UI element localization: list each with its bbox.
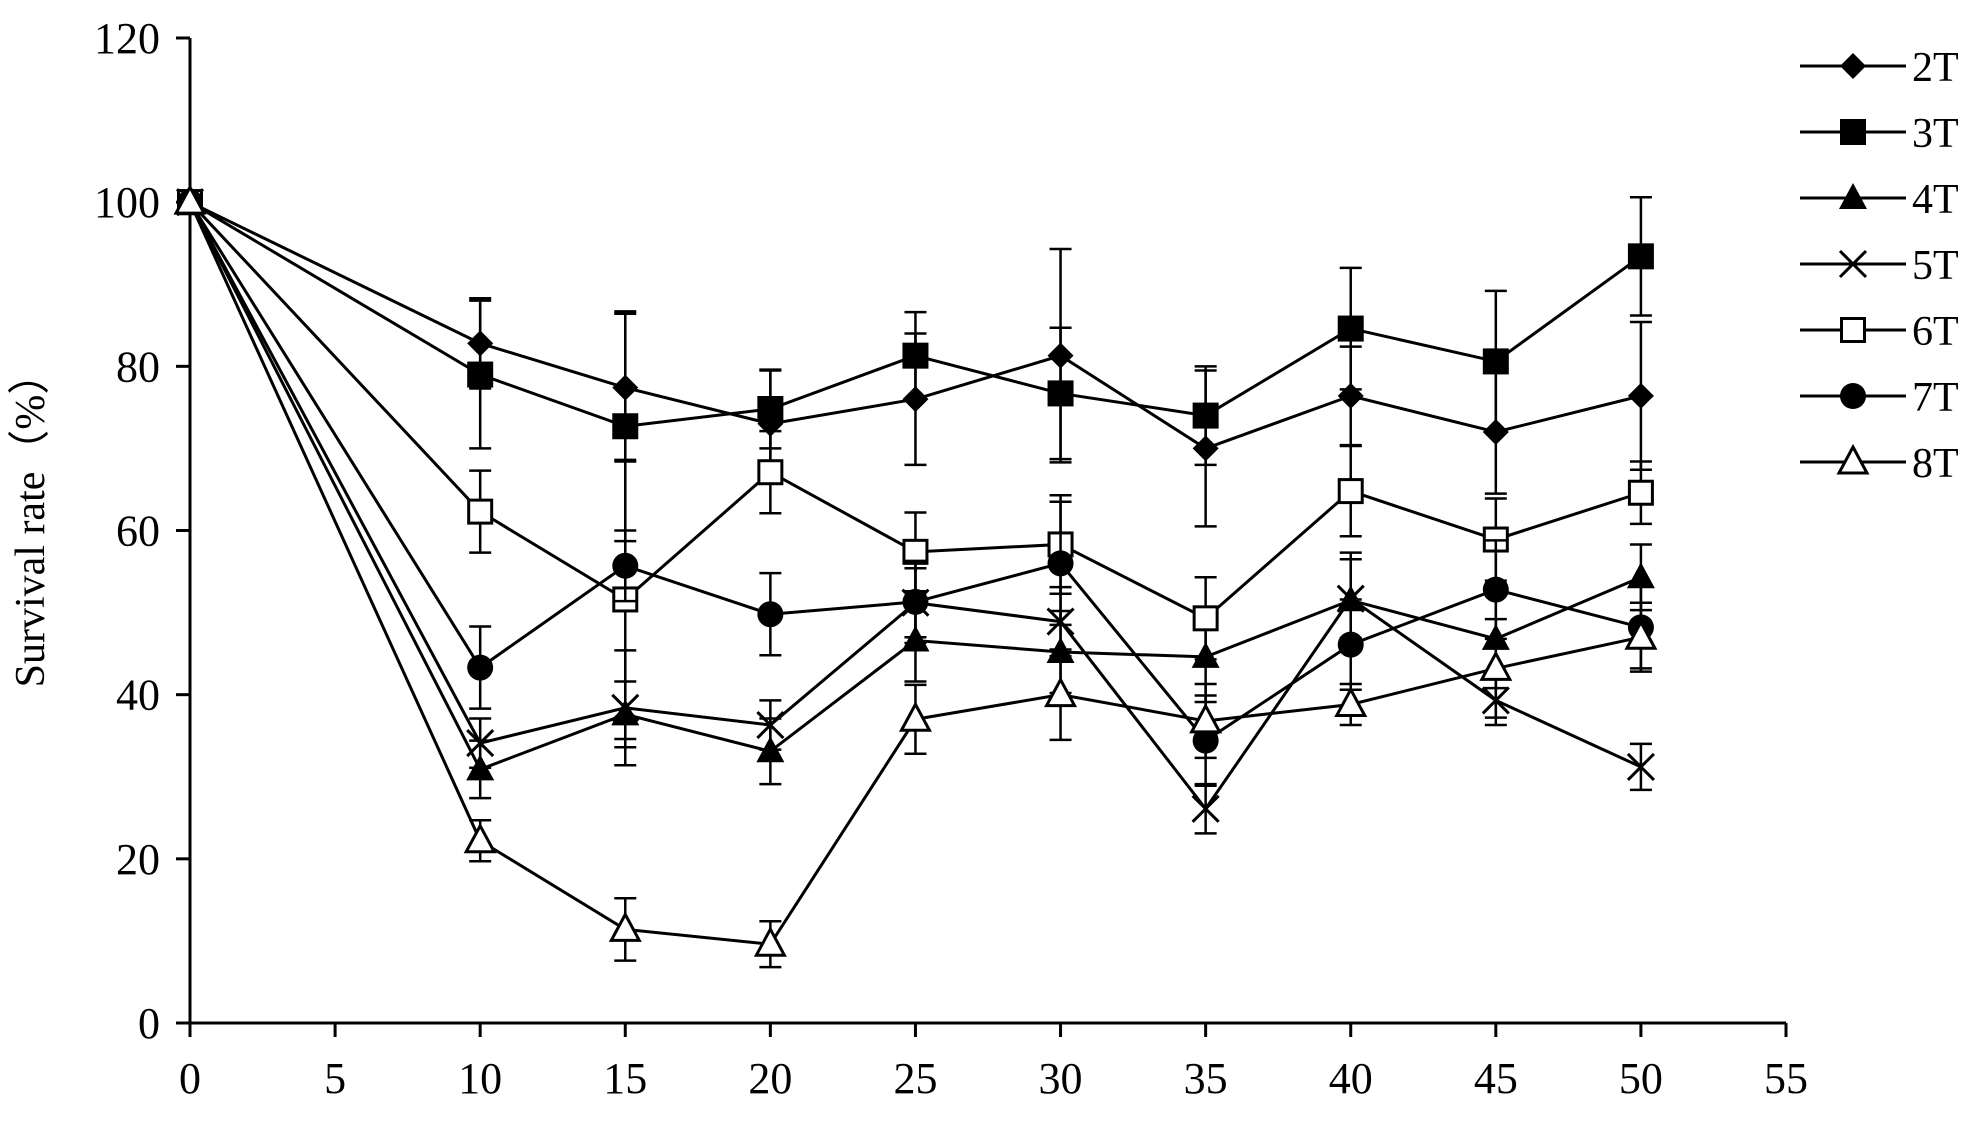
y-tick-label: 20 — [116, 835, 160, 884]
x-tick-label: 45 — [1474, 1054, 1518, 1103]
point-8t — [1624, 619, 1658, 650]
point-3t — [1192, 402, 1219, 429]
point-5t — [466, 729, 495, 758]
y-tick-label: 60 — [116, 507, 160, 556]
legend-item-2t: 2T — [1800, 45, 1959, 91]
legend-item-3t: 3T — [1800, 111, 1959, 157]
x-tick-label: 40 — [1329, 1054, 1373, 1103]
point-7t — [1337, 631, 1364, 658]
point-8t — [1334, 686, 1368, 718]
legend-label-5t: 5T — [1912, 243, 1959, 289]
legend-marker-6t — [1840, 317, 1866, 343]
point-7t — [1482, 576, 1509, 603]
legend-item-6t: 6T — [1800, 309, 1959, 355]
point-7t — [902, 588, 929, 615]
legend-label-6t: 6T — [1912, 309, 1959, 355]
x-marker-stroke — [1191, 794, 1220, 823]
y-tick-label: 100 — [94, 178, 160, 227]
point-3t — [612, 413, 639, 440]
y-tick-label: 0 — [138, 999, 160, 1048]
x-marker-stroke — [466, 729, 495, 758]
legend-marker-5t — [1838, 249, 1868, 279]
x-tick-label: 10 — [458, 1054, 502, 1103]
series-group — [173, 184, 1658, 969]
series-line-6t — [188, 201, 1642, 621]
x-tick-label: 20 — [748, 1054, 792, 1103]
x-tick-label: 30 — [1039, 1054, 1083, 1103]
point-8t — [753, 926, 787, 957]
axes: 0 5 10 15 20 25 30 35 40 45 50 55 0 20 40 60 80 100 120 — [94, 14, 1808, 1103]
point-3t — [902, 342, 929, 369]
point-6t — [1192, 605, 1219, 632]
legend-marker-7t — [1840, 383, 1866, 409]
legend-label-2t: 2T — [1912, 45, 1959, 91]
point-8t — [1044, 676, 1078, 708]
series-7t — [177, 189, 1654, 788]
point-3t — [1627, 243, 1654, 270]
point-7t — [757, 601, 784, 628]
x-marker-stroke — [1626, 752, 1655, 781]
series-line-4t — [188, 201, 1642, 772]
legend-marker-4t — [1839, 183, 1867, 209]
point-4t — [1626, 562, 1655, 589]
point-8t — [898, 701, 932, 732]
legend-item-4t: 4T — [1800, 177, 1959, 223]
point-5t — [756, 710, 785, 740]
legend-marker-3t — [1840, 119, 1866, 145]
point-3t — [467, 361, 494, 388]
x-tick-label: 25 — [893, 1054, 937, 1103]
legend-marker-2t — [1840, 53, 1866, 79]
legend-item-5t: 5T — [1800, 243, 1959, 289]
y-tick-label: 40 — [116, 671, 160, 720]
point-6t — [467, 498, 494, 525]
point-6t — [1627, 479, 1654, 506]
point-2t — [1627, 382, 1654, 409]
x-tick-label: 50 — [1619, 1054, 1663, 1103]
point-3t — [757, 396, 784, 423]
series-line-8t — [188, 201, 1642, 946]
x-tick-label: 55 — [1764, 1054, 1808, 1103]
point-6t — [757, 459, 784, 486]
point-8t — [1189, 702, 1223, 734]
x-marker-stroke — [1838, 249, 1868, 279]
point-7t — [1047, 550, 1074, 577]
x-tick-label: 5 — [324, 1054, 346, 1103]
point-8t — [463, 822, 497, 854]
x-tick-label: 15 — [603, 1054, 647, 1103]
y-axis-title: Survival rate（%） — [8, 353, 54, 688]
legend: 2T 3T 4T 5T 6T 7T 8T — [1800, 45, 1959, 487]
point-8t — [173, 184, 207, 215]
legend-marker-8t — [1836, 443, 1870, 475]
legend-label-7t: 7T — [1912, 375, 1959, 421]
series-3t — [177, 189, 1654, 543]
point-5t — [1191, 794, 1220, 823]
legend-item-7t: 7T — [1800, 375, 1959, 421]
legend-item-8t: 8T — [1800, 441, 1959, 487]
series-8t — [173, 184, 1658, 969]
point-8t — [608, 911, 642, 942]
point-3t — [1337, 315, 1364, 342]
point-6t — [1337, 478, 1364, 505]
series-line-2t — [189, 200, 1642, 451]
y-tick-label: 120 — [94, 14, 160, 63]
point-3t — [1482, 348, 1509, 375]
legend-label-4t: 4T — [1912, 177, 1959, 223]
point-8t — [1479, 650, 1513, 681]
point-3t — [1047, 380, 1074, 407]
point-7t — [467, 654, 494, 681]
legend-label-3t: 3T — [1912, 111, 1959, 157]
x-marker-stroke — [756, 710, 785, 740]
y-tick-label: 80 — [116, 342, 160, 391]
point-5t — [1626, 752, 1655, 781]
series-line-7t — [188, 201, 1642, 743]
point-7t — [612, 552, 639, 579]
series-line-5t — [188, 201, 1642, 812]
x-tick-label: 0 — [179, 1054, 201, 1103]
series-line-3t — [189, 200, 1642, 428]
x-tick-label: 35 — [1184, 1054, 1228, 1103]
legend-label-8t: 8T — [1912, 441, 1959, 487]
